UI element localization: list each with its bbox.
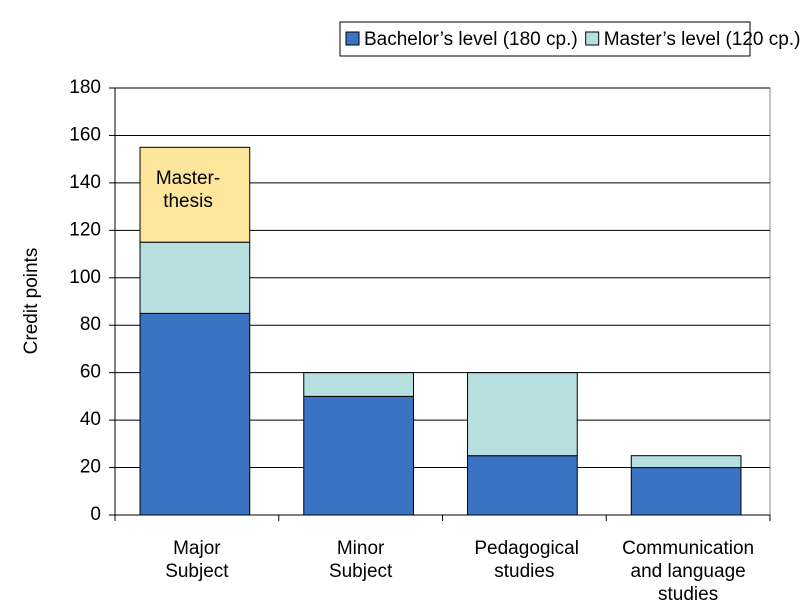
y-axis-label: Credit points [21, 248, 42, 355]
legend-swatch [345, 31, 360, 46]
x-tick-label: Pedagogical studies [474, 538, 579, 582]
x-tick-label: Minor Subject [328, 538, 393, 582]
y-tick-label: 180 [69, 77, 101, 98]
x-tick-label: Major Subject [165, 538, 229, 582]
bar-segment [139, 146, 251, 243]
bar-segment [139, 312, 251, 516]
bar-segment [139, 241, 251, 314]
legend-box [339, 21, 751, 57]
y-tick-label: 20 [80, 457, 101, 478]
bar-segment [467, 455, 578, 516]
y-tick-label: 100 [69, 267, 101, 288]
y-tick-label: 60 [80, 362, 101, 383]
bar-segment [630, 467, 742, 516]
legend-label: Bachelor’s level (180 cp.) [364, 29, 578, 50]
legend-label: Master’s level (120 cp.) [604, 29, 801, 50]
y-tick-label: 0 [90, 504, 101, 525]
y-tick-label: 80 [80, 314, 101, 335]
x-tick-label: Communication and language studies [622, 538, 755, 605]
y-tick-label: 160 [69, 124, 101, 145]
bar-segment [303, 395, 414, 516]
y-tick-label: 120 [69, 219, 101, 240]
bar-inside-label: Master-thesis [155, 168, 221, 213]
y-tick-label: 40 [80, 409, 101, 430]
legend-swatch [585, 31, 600, 46]
bar-segment [467, 372, 578, 457]
bar-segment [303, 372, 414, 397]
bar-segment [630, 455, 742, 469]
y-tick-label: 140 [69, 172, 101, 193]
